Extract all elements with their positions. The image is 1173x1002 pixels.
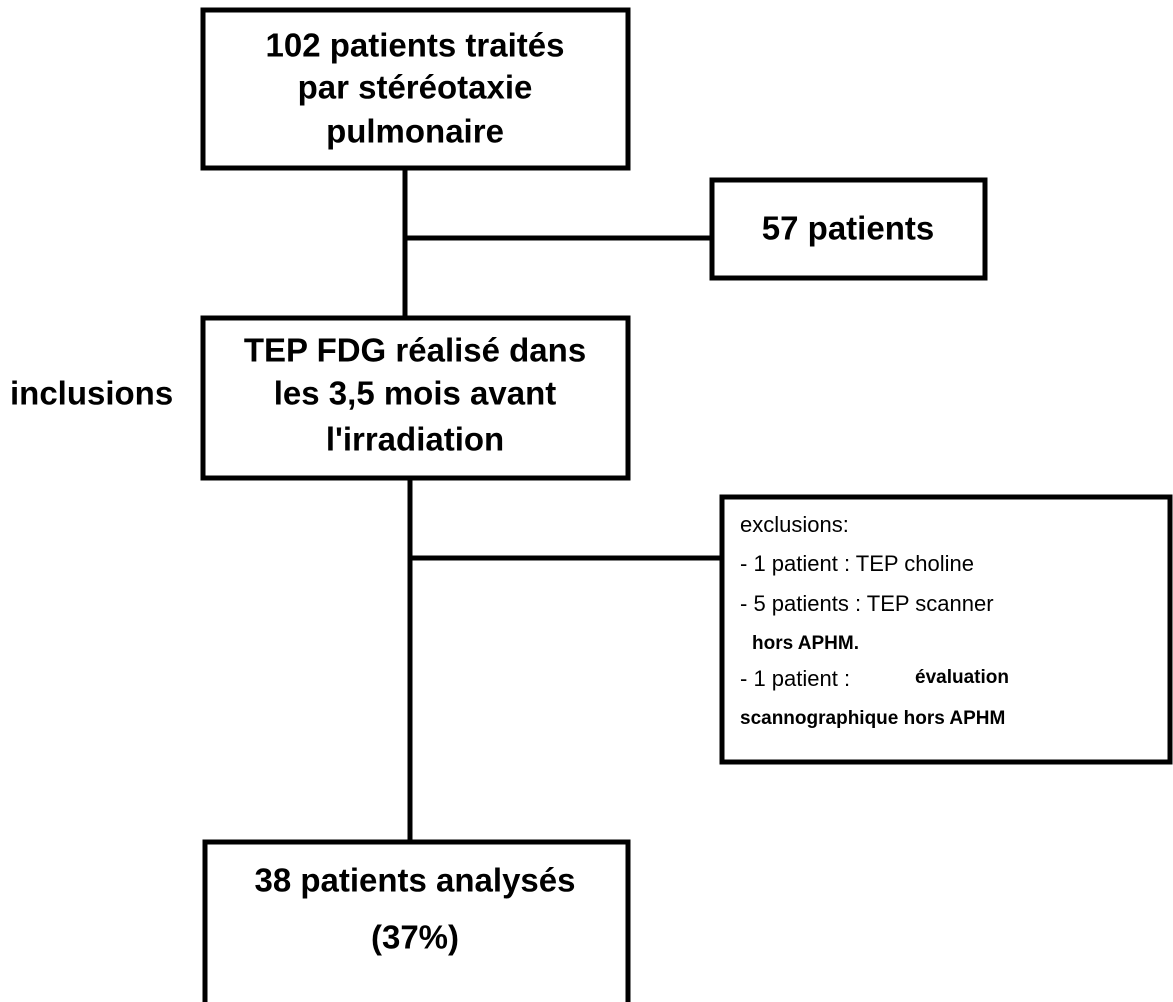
node-text: scannographique hors APHM bbox=[740, 708, 1005, 729]
node-text: par stéréotaxie bbox=[298, 69, 533, 106]
box bbox=[202, 839, 631, 1002]
node-text: - 5 patients : TEP scanner bbox=[740, 591, 994, 616]
box bbox=[709, 177, 988, 281]
node-text: - 1 patient : TEP choline bbox=[740, 551, 974, 576]
node-text: - 1 patient : bbox=[740, 666, 850, 691]
node-text: évaluation bbox=[915, 667, 1009, 688]
node-text: pulmonaire bbox=[326, 113, 504, 150]
box bbox=[200, 315, 631, 481]
node-text: (37%) bbox=[371, 919, 459, 956]
node-text: exclusions: bbox=[740, 512, 849, 537]
node-text: hors APHM. bbox=[752, 633, 859, 654]
node-text: 38 patients analysés bbox=[254, 862, 575, 899]
node-text: 57 patients bbox=[762, 210, 934, 247]
box bbox=[719, 494, 1173, 765]
node-text: TEP FDG réalisé dans bbox=[244, 332, 586, 369]
box bbox=[200, 7, 631, 171]
side-label: inclusions bbox=[10, 375, 173, 412]
node-text: les 3,5 mois avant bbox=[274, 375, 556, 412]
node-text: l'irradiation bbox=[326, 421, 504, 458]
node-text: 102 patients traités bbox=[266, 27, 565, 64]
